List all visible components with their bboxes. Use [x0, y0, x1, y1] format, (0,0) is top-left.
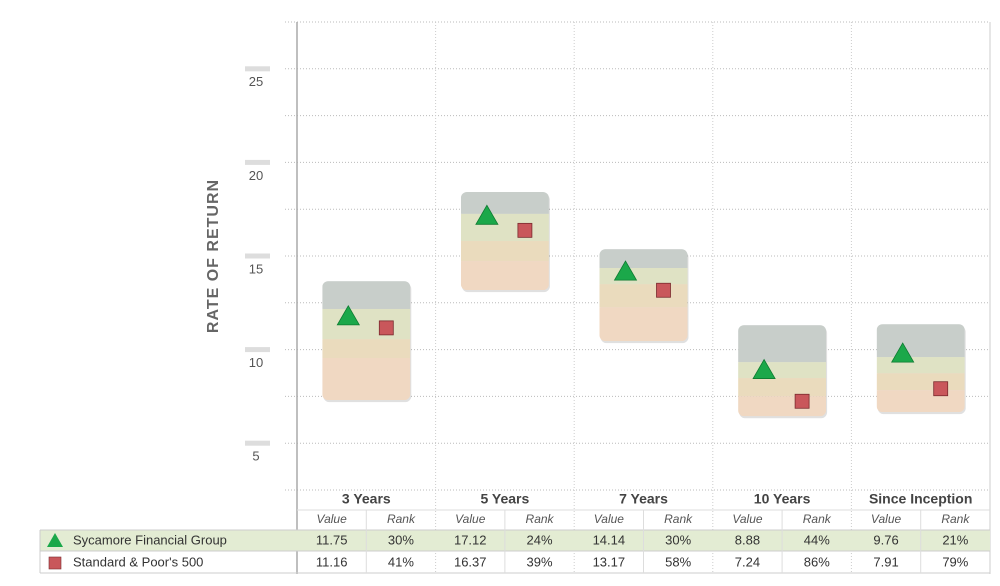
quartile-band [460, 213, 549, 242]
table-rank: 44% [804, 532, 830, 547]
column-header: Value [317, 512, 348, 526]
legend-marker [47, 533, 63, 547]
quartile-band [599, 249, 688, 268]
quartile-band [876, 390, 965, 413]
square-marker [378, 320, 394, 336]
square-marker [517, 222, 533, 238]
x-tick-label: 3 Years [342, 491, 391, 507]
quartile-band [738, 362, 827, 379]
quartile-band [876, 324, 965, 358]
table-row-bg [40, 530, 990, 551]
table-rank: 41% [388, 554, 414, 569]
column-header: Rank [526, 512, 555, 526]
y-tick-label: 20 [249, 168, 263, 183]
table-value: 7.24 [735, 554, 760, 569]
table-rank: 79% [942, 554, 968, 569]
quartile-band [460, 191, 549, 214]
quartile-band [599, 284, 688, 308]
table-rank: 30% [665, 532, 691, 547]
triangle-marker [475, 204, 499, 225]
square-marker [794, 393, 810, 409]
table-value: 11.75 [316, 532, 348, 547]
quartile-band [322, 308, 411, 340]
quartile-band [876, 357, 965, 374]
quartile-box [876, 324, 965, 413]
y-tick-label: 5 [252, 449, 259, 464]
column-header: Rank [664, 512, 693, 526]
triangle-marker [891, 342, 915, 363]
column-header: Value [594, 512, 625, 526]
triangle-marker [613, 260, 638, 281]
y-axis-label: RATE OF RETURN [205, 179, 222, 333]
legend-marker [48, 556, 62, 570]
quartile-box [738, 325, 827, 417]
legend-label: Sycamore Financial Group [73, 532, 227, 547]
triangle-marker [752, 358, 776, 379]
column-header: Rank [941, 512, 970, 526]
table-value: 17.12 [454, 532, 487, 547]
quartile-band [322, 339, 411, 359]
tick-mark [245, 347, 270, 353]
y-tick-label: 25 [249, 74, 263, 89]
table-value: 7.91 [873, 554, 898, 569]
quartile-box [322, 281, 411, 401]
y-tick-label: 15 [249, 261, 263, 276]
triangle-marker [336, 305, 360, 326]
tick-mark [245, 66, 270, 72]
table-rank: 86% [804, 554, 830, 569]
square-marker [933, 381, 949, 397]
table-rank: 58% [665, 554, 691, 569]
table-rank: 21% [942, 532, 968, 547]
x-tick-label: 10 Years [754, 491, 811, 507]
table-value: 8.88 [735, 532, 760, 547]
quartile-band [738, 325, 827, 363]
table-value: 16.37 [454, 554, 487, 569]
column-header: Rank [387, 512, 416, 526]
column-header: Value [871, 512, 902, 526]
quartile-band [460, 241, 549, 262]
quartile-band [738, 378, 827, 397]
table-value: 14.14 [593, 532, 626, 547]
table-value: 9.76 [873, 532, 898, 547]
tick-mark [245, 440, 270, 446]
quartile-box [460, 191, 549, 291]
column-header: Value [732, 512, 763, 526]
y-tick-label: 10 [249, 355, 263, 370]
quartile-band [322, 358, 411, 401]
quartile-box [599, 249, 688, 342]
legend-label: Standard & Poor's 500 [73, 554, 203, 569]
quartile-band [322, 281, 411, 309]
square-marker [656, 282, 671, 298]
table-rank: 30% [388, 532, 414, 547]
quartile-band [599, 307, 688, 342]
quartile-band [460, 261, 549, 291]
table-value: 13.17 [593, 554, 626, 569]
table-value: 11.16 [316, 554, 348, 569]
table-rank: 39% [527, 554, 553, 569]
quartile-band [738, 396, 827, 417]
table-rank: 24% [527, 532, 553, 547]
tick-mark [245, 253, 270, 259]
column-header: Value [455, 512, 486, 526]
x-tick-label: 5 Years [481, 491, 530, 507]
tick-mark [245, 159, 270, 165]
x-tick-label: 7 Years [619, 491, 668, 507]
quartile-band [599, 267, 688, 285]
quartile-band [876, 373, 965, 391]
column-header: Rank [803, 512, 832, 526]
x-tick-label: Since Inception [869, 491, 972, 507]
